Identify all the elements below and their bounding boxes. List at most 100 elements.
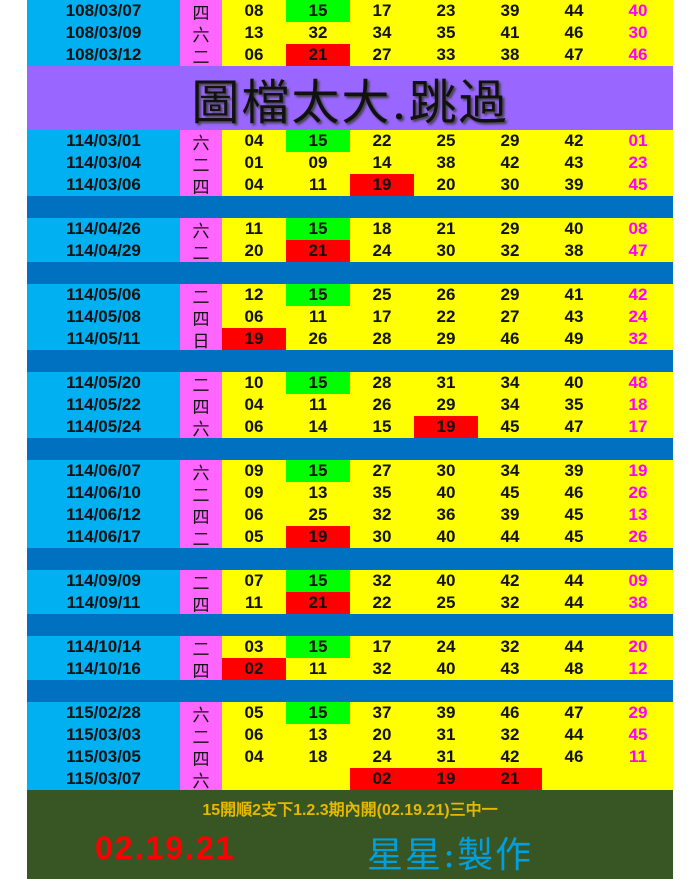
number-cell: 32	[372, 505, 392, 524]
number-cell: 32	[500, 725, 520, 744]
number-cell	[542, 768, 606, 790]
banner-title: 圖檔太大.跳過	[27, 66, 673, 131]
draw-date: 114/05/11	[27, 328, 180, 350]
special-number: 17	[628, 417, 648, 436]
number-cell: 15	[286, 570, 350, 592]
table-row: 114/10/16 四 02 11 32 40 43 48 12	[27, 658, 673, 682]
weekday: 六	[180, 218, 222, 242]
weekday: 四	[180, 174, 222, 198]
number-cell: 43	[500, 659, 520, 678]
draw-date: 114/03/01	[27, 130, 180, 152]
number-cell: 12	[244, 285, 264, 304]
number-cell: 36	[436, 505, 456, 524]
special-number: 13	[628, 505, 648, 524]
number-cell: 40	[436, 659, 456, 678]
number-cell: 29	[500, 285, 520, 304]
table-row: 114/03/01 六 04 15 22 25 29 42 01	[27, 130, 673, 154]
number-cell: 34	[372, 23, 392, 42]
group-separator	[27, 262, 673, 284]
number-cell: 37	[372, 703, 392, 722]
number-cell: 22	[372, 131, 392, 150]
number-cell: 26	[436, 285, 456, 304]
number-cell: 04	[244, 395, 264, 414]
weekday: 四	[180, 592, 222, 616]
weekday: 四	[180, 0, 222, 24]
draw-date: 114/05/24	[27, 416, 180, 438]
special-number: 20	[628, 637, 648, 656]
weekday: 四	[180, 306, 222, 330]
number-cell: 31	[436, 747, 456, 766]
number-cell: 05	[244, 703, 264, 722]
draw-date: 114/06/12	[27, 504, 180, 526]
number-cell: 32	[372, 659, 392, 678]
number-cell: 19	[286, 526, 350, 548]
number-cell: 46	[500, 329, 520, 348]
result-numbers: 02.19.21	[95, 830, 236, 866]
number-cell: 41	[500, 23, 520, 42]
table-row: 115/03/03 二 06 13 20 31 32 44 45	[27, 724, 673, 748]
number-cell: 48	[564, 659, 584, 678]
number-cell: 32	[308, 23, 328, 42]
number-cell: 21	[286, 592, 350, 614]
table-row: 108/03/09 六 13 32 34 35 41 46 30	[27, 22, 673, 46]
special-number: 47	[628, 241, 648, 260]
number-cell: 31	[436, 725, 456, 744]
table-row: 114/09/09 二 07 15 32 40 42 44 09	[27, 570, 673, 594]
number-cell: 25	[436, 593, 456, 612]
draw-date: 114/10/16	[27, 658, 180, 680]
number-cell: 18	[372, 219, 392, 238]
weekday: 六	[180, 702, 222, 726]
number-cell: 20	[244, 241, 264, 260]
table-row: 108/03/07 四 08 15 17 23 39 44 40	[27, 0, 673, 24]
number-cell: 21	[478, 768, 542, 790]
special-number: 46	[628, 45, 648, 64]
draw-date: 115/03/03	[27, 724, 180, 746]
number-cell: 13	[244, 23, 264, 42]
draw-date: 114/09/09	[27, 570, 180, 592]
number-cell: 44	[564, 571, 584, 590]
number-cell: 39	[564, 175, 584, 194]
number-cell: 19	[414, 416, 478, 438]
number-cell: 15	[372, 417, 392, 436]
number-cell: 10	[244, 373, 264, 392]
number-cell: 11	[245, 593, 263, 612]
weekday: 六	[180, 22, 222, 46]
special-number: 11	[629, 747, 647, 766]
draw-date: 115/02/28	[27, 702, 180, 724]
number-cell: 31	[436, 373, 456, 392]
table-row: 114/06/12 四 06 25 32 36 39 45 13	[27, 504, 673, 528]
number-cell: 13	[308, 725, 328, 744]
weekday: 二	[180, 570, 222, 594]
table-row: 114/03/04 二 01 09 14 38 42 43 23	[27, 152, 673, 176]
draw-date: 114/04/29	[27, 240, 180, 262]
special-number: 30	[628, 23, 648, 42]
lottery-table: 108/03/07 四 08 15 17 23 39 44 40 108/03/09 六 13 32 34…	[27, 0, 673, 879]
weekday: 二	[180, 152, 222, 176]
number-cell: 45	[564, 505, 584, 524]
number-cell: 09	[244, 461, 264, 480]
number-cell: 46	[500, 703, 520, 722]
table-row: 114/05/22 四 04 11 26 29 34 35 18	[27, 394, 673, 418]
number-cell: 44	[564, 725, 584, 744]
table-row: 115/03/07 六 02 19 21	[27, 768, 673, 792]
table-row: 114/06/10 二 09 13 35 40 45 46 26	[27, 482, 673, 506]
number-cell: 32	[500, 593, 520, 612]
draw-date: 114/10/14	[27, 636, 180, 658]
special-number: 45	[628, 175, 648, 194]
number-cell: 30	[436, 241, 456, 260]
special-number: 42	[628, 285, 648, 304]
special-number: 40	[628, 1, 648, 20]
draw-date: 115/03/07	[27, 768, 180, 790]
number-cell: 07	[244, 571, 264, 590]
draw-date: 114/09/11	[27, 592, 180, 614]
number-cell: 01	[244, 153, 264, 172]
number-cell: 27	[372, 45, 392, 64]
number-cell: 32	[500, 241, 520, 260]
special-number: 48	[628, 373, 648, 392]
table-row: 114/05/24 六 06 14 15 19 45 47 17	[27, 416, 673, 440]
number-cell: 47	[564, 417, 584, 436]
weekday: 二	[180, 44, 222, 68]
footer-note: 15開順2支下1.2.3期內開(02.19.21)三中一	[202, 802, 498, 819]
special-number: 23	[628, 153, 648, 172]
number-cell: 24	[436, 637, 456, 656]
